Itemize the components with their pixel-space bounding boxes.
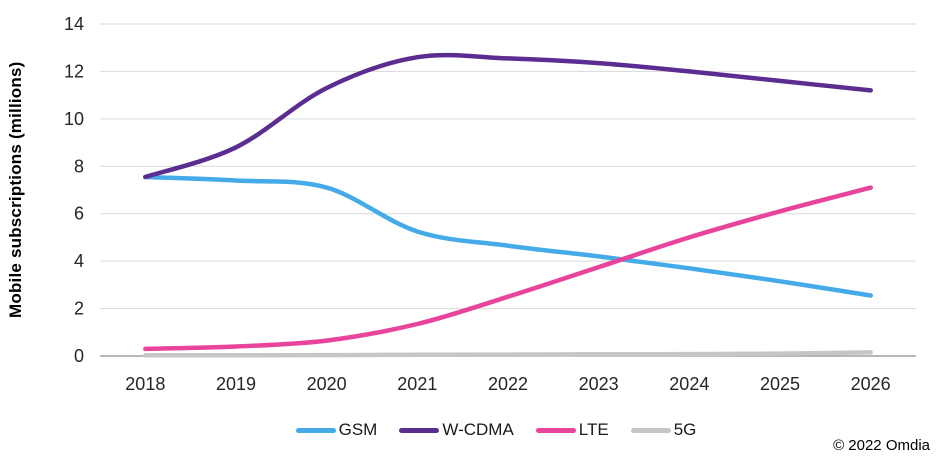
legend-item-5g: 5G	[630, 420, 697, 440]
chart-legend: GSM W-CDMA LTE 5G	[0, 420, 940, 440]
legend-label-w-cdma: W-CDMA	[442, 420, 514, 439]
legend-label-5g: 5G	[673, 420, 697, 439]
x-tick-label: 2018	[125, 374, 165, 394]
copyright-text: © 2022 Omdia	[833, 437, 930, 454]
x-tick-label: 2026	[851, 374, 891, 394]
legend-item-w-cdma: W-CDMA	[399, 420, 514, 440]
x-tick-label: 2020	[307, 374, 347, 394]
x-tick-label: 2022	[488, 374, 528, 394]
chart-canvas: 0 2 4 6 8 10 12 14 2018 2019 2020 2021 2022 2023 2024 2…	[64, 14, 916, 394]
y-tick-label: 4	[74, 251, 84, 271]
y-tick-label: 8	[74, 156, 84, 176]
y-tick-label: 14	[64, 14, 84, 34]
legend-swatch-w-cdma	[399, 427, 440, 433]
x-tick-label: 2025	[760, 374, 800, 394]
legend-item-lte: LTE	[535, 420, 609, 440]
series-line-5g	[143, 350, 873, 358]
x-tick-label: 2023	[579, 374, 619, 394]
x-tick-label: 2024	[669, 374, 709, 394]
x-tick-label: 2019	[216, 374, 256, 394]
legend-label-gsm: GSM	[338, 420, 378, 439]
series-line-gsm	[143, 174, 873, 298]
y-tick-label: 0	[74, 346, 84, 366]
y-tick-label: 6	[74, 204, 84, 224]
y-axis-title: Mobile subscriptions (millions)	[6, 61, 25, 319]
y-tick-label: 12	[64, 61, 84, 81]
y-tick-label: 2	[74, 299, 84, 319]
series-line-w-cdma	[143, 52, 873, 180]
legend-label-lte: LTE	[578, 420, 609, 439]
legend-swatch-gsm	[295, 427, 336, 433]
x-tick-label: 2021	[397, 374, 437, 394]
legend-item-gsm: GSM	[295, 420, 378, 440]
y-tick-label: 10	[64, 109, 84, 129]
legend-swatch-5g	[630, 427, 671, 433]
legend-swatch-lte	[535, 427, 576, 433]
series-line-lte	[143, 185, 873, 352]
